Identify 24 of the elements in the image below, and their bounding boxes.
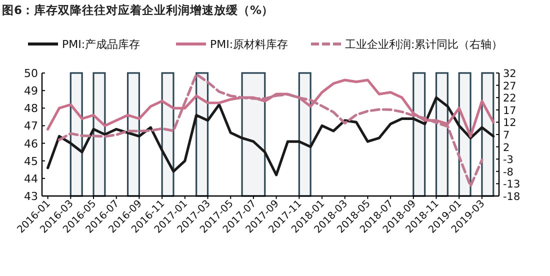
y2-tick-label: 32 xyxy=(503,68,516,80)
y2-tick-label: -3 xyxy=(503,154,514,166)
y2-tick-label: 27 xyxy=(503,80,516,92)
y-tick-label: 44 xyxy=(24,172,38,186)
y2-tick-label: 12 xyxy=(503,117,516,130)
y2-tick-label: 2 xyxy=(503,142,510,154)
y-tick-label: 45 xyxy=(24,154,38,168)
line-series xyxy=(46,96,495,176)
legend-label: 工业企业利润:累计同比（右轴） xyxy=(345,38,503,51)
y2-tick-label: 17 xyxy=(503,104,516,117)
y-tick-label: 46 xyxy=(24,137,38,150)
y-tick-label: 47 xyxy=(24,120,38,133)
legend-label: PMI:产成品库存 xyxy=(62,38,140,51)
chart-title: 图6：库存双降往往对应着企业利润增速放缓（%） xyxy=(2,3,274,17)
y2-tick-label: -18 xyxy=(503,191,520,203)
legend-label: PMI:原材料库存 xyxy=(210,38,288,51)
y2-tick-label: 7 xyxy=(503,130,510,142)
y2-tick-label: -8 xyxy=(503,166,514,178)
y-tick-label: 43 xyxy=(24,190,38,203)
y-tick-label: 48 xyxy=(24,102,38,116)
y-tick-label: 50 xyxy=(24,67,38,80)
y2-tick-label: -13 xyxy=(503,178,520,191)
y-tick-label: 49 xyxy=(24,84,38,98)
y2-tick-label: 22 xyxy=(503,92,516,105)
